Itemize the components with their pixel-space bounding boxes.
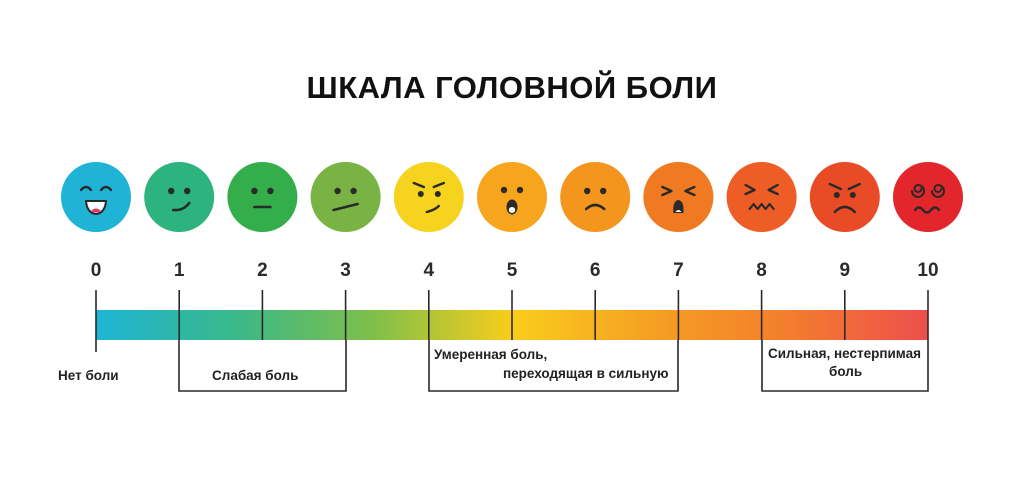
- annoyed-face-icon: [393, 162, 464, 232]
- bracket-moderate: [428, 340, 679, 392]
- shocked-face-icon: [477, 162, 547, 232]
- scale-number-2: 2: [257, 260, 268, 281]
- scale-number-6: 6: [590, 260, 601, 281]
- face-circle: [893, 162, 963, 232]
- bracket-severe: [761, 340, 929, 392]
- face-circle: [310, 162, 381, 232]
- scale-number-7: 7: [673, 260, 684, 281]
- laughing-face-icon: [61, 162, 131, 232]
- face-circle: [144, 162, 215, 232]
- face-circle: [726, 162, 797, 232]
- page-title: ШКАЛА ГОЛОВНОЙ БОЛИ: [306, 70, 718, 105]
- label-severe-pain-line1: Сильная, нестерпимая: [768, 346, 921, 361]
- dizzy-face-icon: [893, 162, 963, 232]
- label-moderate-pain-line1: Умеренная боль,: [434, 347, 548, 362]
- label-moderate-pain-line2: переходящая в сильную: [503, 366, 669, 381]
- scale-number-3: 3: [340, 260, 351, 281]
- bracket-mild: [178, 340, 347, 392]
- label-mild-pain: Слабая боль: [212, 368, 299, 383]
- scale-number-4: 4: [424, 260, 435, 281]
- smirk-face-icon: [144, 162, 215, 232]
- face-circle: [477, 162, 547, 232]
- scale-number-8: 8: [756, 260, 767, 281]
- scale-number-10: 10: [917, 260, 938, 281]
- label-severe-pain-line2: боль: [829, 364, 863, 379]
- grimacing-face-icon: [726, 162, 797, 232]
- face-circle: [227, 162, 298, 232]
- scale-number-5: 5: [507, 260, 518, 281]
- label-no-pain: Нет боли: [58, 368, 119, 383]
- face-circle: [560, 162, 631, 232]
- face-circle: [393, 162, 464, 232]
- squinting-face-icon: [643, 162, 714, 232]
- face-circle: [643, 162, 714, 232]
- uneasy-face-icon: [310, 162, 381, 232]
- scale-number-0: 0: [91, 260, 102, 281]
- face-circle: [809, 162, 880, 232]
- scale-number-1: 1: [174, 260, 185, 281]
- sad-face-icon: [560, 162, 631, 232]
- scale-number-9: 9: [840, 260, 851, 281]
- neutral-face-icon: [227, 162, 298, 232]
- face-circle: [61, 162, 131, 232]
- crying-frown-face-icon: [809, 162, 880, 232]
